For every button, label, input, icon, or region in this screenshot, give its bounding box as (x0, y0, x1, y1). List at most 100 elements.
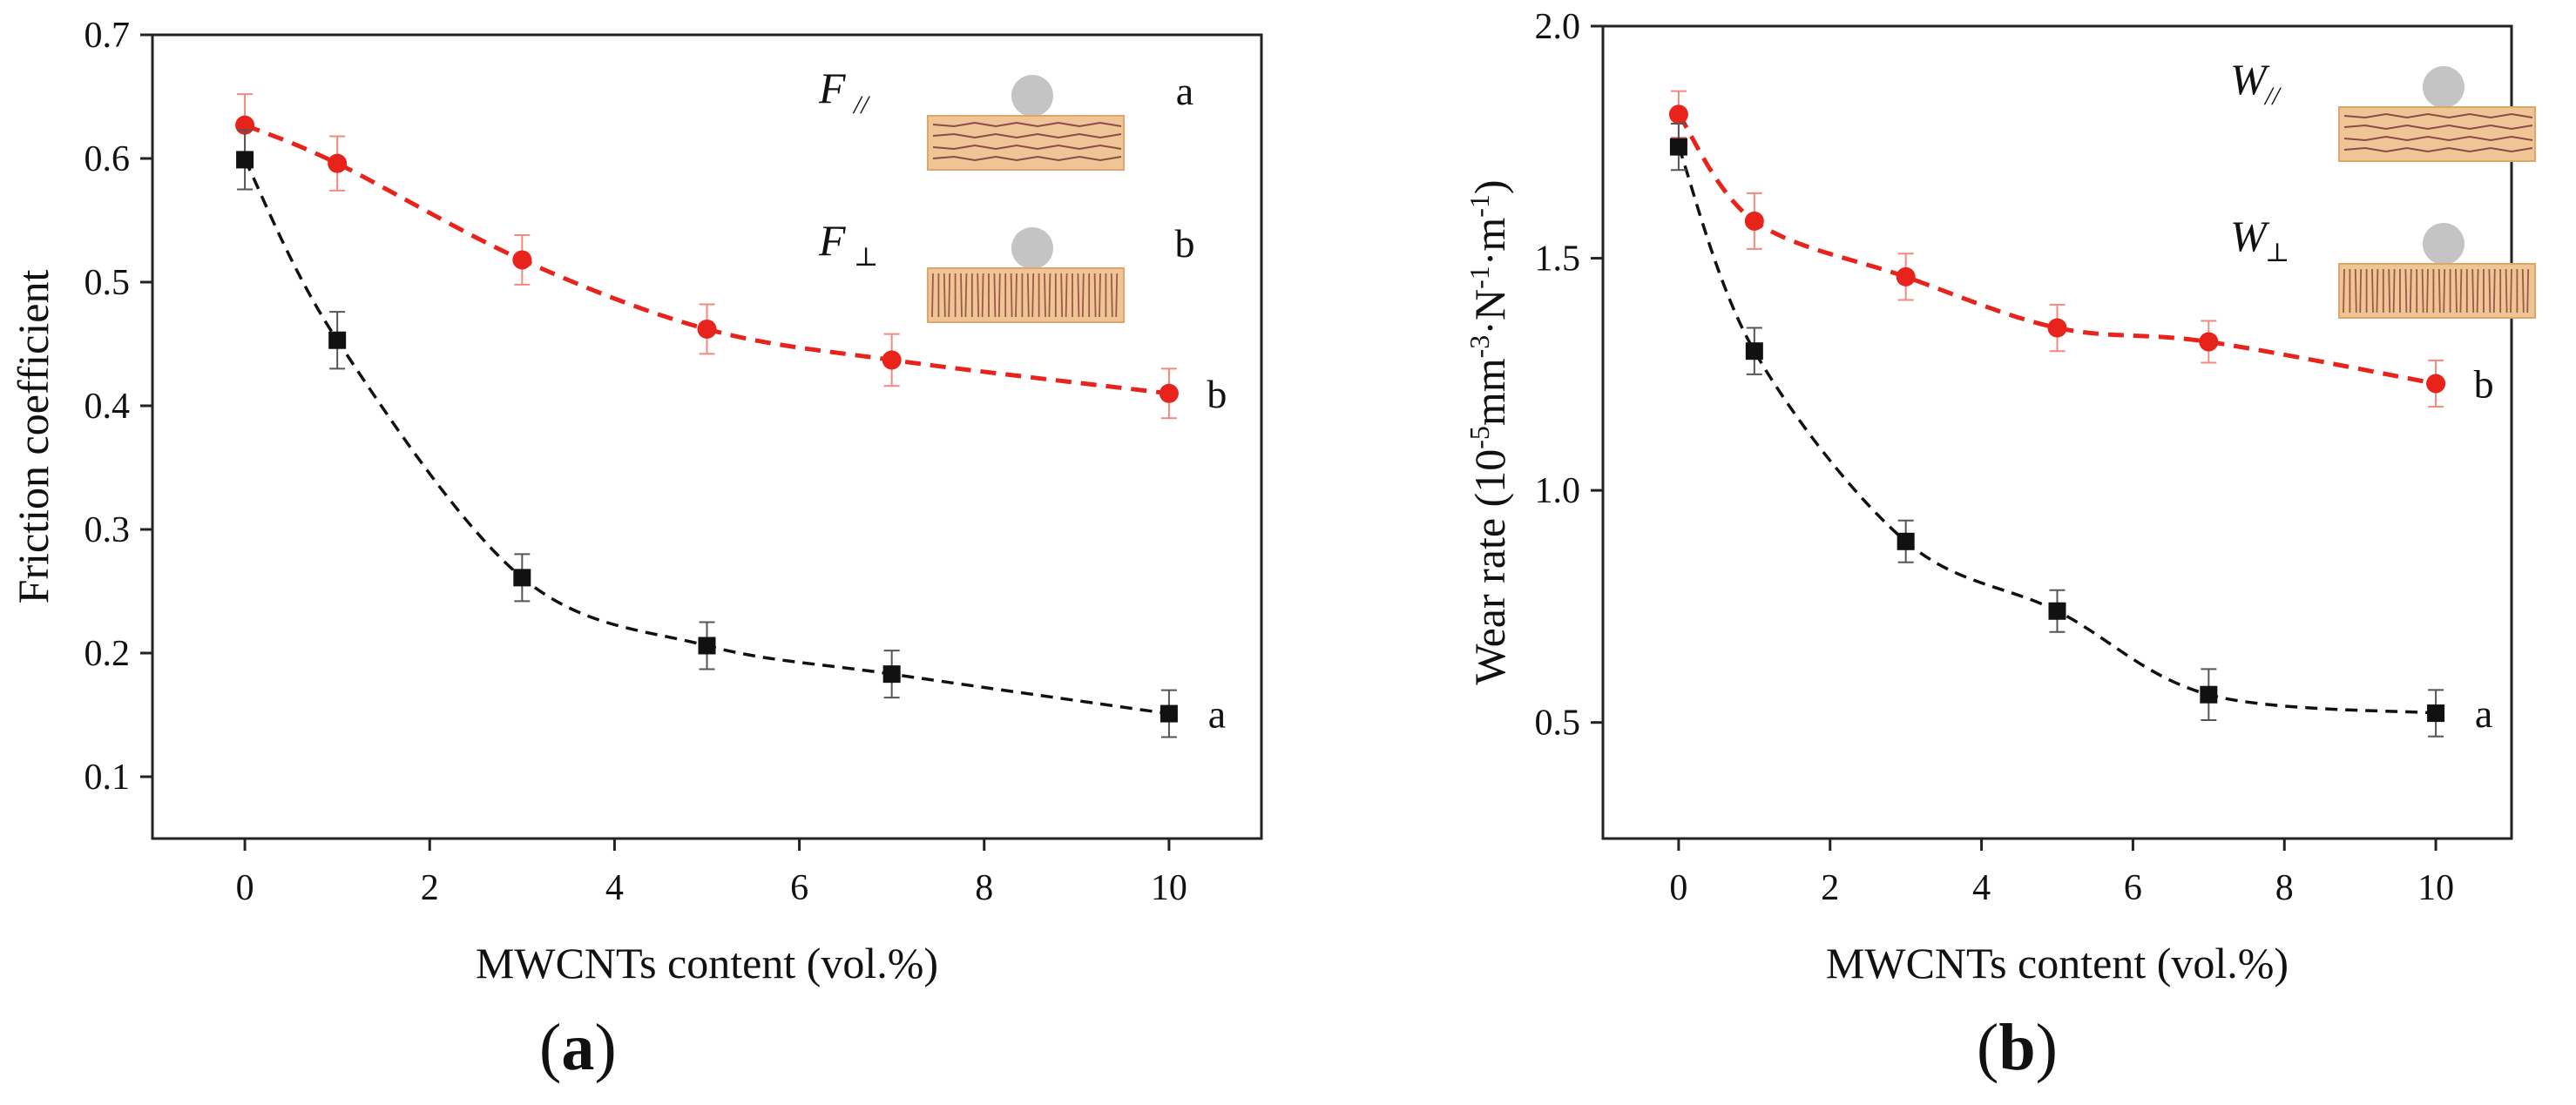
inset-a-fiber (932, 144, 1122, 151)
x-tick-label: 10 (2417, 868, 2454, 908)
y-tick-label: 0.7 (85, 16, 131, 56)
x-tick-label: 6 (2124, 868, 2142, 908)
inset-b-fiber (2392, 268, 2396, 313)
series-b-point (1744, 211, 1764, 231)
inset-a-fiber (2343, 135, 2533, 142)
inset-b-fiber (2510, 268, 2512, 313)
inset-b-fiber (993, 273, 997, 318)
plot-frame (151, 33, 1263, 840)
y-tick-label: 0.5 (85, 263, 131, 303)
series-b-point (512, 250, 532, 270)
inset-b-fiber (2388, 268, 2391, 313)
x-tick-label: 8 (975, 868, 993, 908)
caption-a-letter: a (561, 1011, 595, 1084)
inset-b-fiber (2526, 268, 2530, 313)
inset-b-ball (2423, 223, 2464, 265)
inset-b-fiber (2371, 268, 2374, 313)
inset-b-fiber (2505, 268, 2508, 313)
inset-b-fiber (2521, 268, 2525, 313)
series-a-point (513, 569, 531, 587)
series-a-end-label: a (1208, 692, 1226, 737)
inset-b-fiber (2437, 268, 2441, 313)
inset-a-label: a (1176, 69, 1193, 113)
plot-frame (1601, 24, 2513, 840)
inset-b-fiber (2471, 268, 2475, 313)
inset-b-fiber (931, 273, 934, 318)
inset-b-fiber (2492, 268, 2496, 313)
series-b-end-label: b (2474, 362, 2494, 407)
series-b-point (1159, 383, 1179, 403)
series-a-point (1160, 704, 1178, 723)
inset-a-fiber (932, 132, 1122, 139)
inset-b-symbol: W (2230, 212, 2270, 260)
series-a-point (2427, 704, 2445, 723)
y-tick-label: 0.5 (1535, 704, 1581, 744)
inset-b-fiber (2359, 268, 2363, 313)
x-axis-label: MWCNTs content (vol.%) (476, 939, 938, 987)
x-tick-label: 6 (790, 868, 808, 908)
series-a-point (2048, 602, 2066, 620)
inset-b-fiber (1010, 273, 1013, 318)
y-tick-label: 2.0 (1535, 7, 1581, 47)
x-tick-label: 8 (2275, 868, 2294, 908)
y-tick-label: 1.5 (1535, 239, 1581, 280)
inset-a-symbol: F (818, 64, 846, 112)
inset-b-fiber (1015, 273, 1018, 318)
inset-b-label: b (1175, 221, 1195, 266)
y-tick-label: 1.0 (1535, 471, 1581, 511)
inset-b-fiber (997, 273, 1001, 318)
inset-b-fiber (1081, 273, 1085, 318)
inset-a-ball (2423, 66, 2464, 108)
y-axis-label: Wear rate (10-5mm-3·N-1·m-1) (1464, 179, 1514, 684)
inset-b-fiber (1093, 273, 1097, 318)
x-tick-label: 4 (605, 868, 624, 908)
series-b-point (1896, 266, 1916, 286)
series-b-point (882, 350, 902, 370)
series-b-point (697, 319, 717, 339)
series-a-point (236, 151, 254, 169)
inset-b-fiber (1048, 273, 1051, 318)
inset-a-fiber (2343, 146, 2533, 153)
x-tick-label: 0 (1669, 868, 1687, 908)
inset-b-fiber (1115, 273, 1119, 318)
x-tick-label: 2 (421, 868, 439, 908)
x-tick-label: 4 (1972, 868, 1991, 908)
inset-b-fiber (2455, 268, 2458, 313)
series-b-point (2426, 374, 2446, 394)
y-tick-label: 0.1 (85, 758, 131, 798)
series-a-end-label: a (2475, 691, 2492, 736)
inset-b-fiber (2409, 268, 2412, 313)
caption-b-letter: b (1998, 1011, 2036, 1084)
panel-b-chart: 0 2 4 6 8 10 0.5 1.0 1.5 2.0 MWCNTs content (vol.%… (1464, 7, 2536, 987)
inset-b-fiber (943, 273, 946, 318)
y-tick-label: 0.2 (85, 634, 131, 674)
series-b-end-label: b (1207, 372, 1227, 416)
series-a-point (2200, 685, 2218, 704)
y-tick-label: 0.3 (85, 510, 131, 550)
inset-b-fiber (2459, 268, 2463, 313)
inset-b-fiber (1026, 273, 1030, 318)
inset-b-fiber (1031, 273, 1035, 318)
series-a-line (1677, 146, 2437, 715)
inset-b-fiber (2488, 268, 2491, 313)
panel-a-chart: 0 2 4 6 8 10 0.1 0.2 0.3 0.4 0.5 0.6 0.7 MWCNTs conte… (9, 16, 1263, 987)
inset-b-symbol: F (818, 216, 846, 265)
inset-a-fiber (2343, 112, 2533, 119)
inset-b-fiber (2426, 268, 2429, 313)
series-b-point (2047, 318, 2067, 338)
inset-b-subscript: ⊥ (854, 243, 878, 272)
y-tick-label: 0.6 (85, 139, 131, 179)
series-a-point (1745, 342, 1763, 360)
series-b-point (328, 153, 348, 173)
x-tick-label: 2 (1821, 868, 1839, 908)
inset-b-fiber (981, 273, 984, 318)
inset-b-fiber (964, 273, 968, 318)
inset-a-symbol: W (2230, 55, 2270, 104)
x-axis-label: MWCNTs content (vol.%) (1826, 939, 2289, 987)
y-tick-label: 0.4 (85, 387, 131, 427)
inset-a-fiber (932, 155, 1122, 162)
series-a-point (882, 665, 901, 684)
series-a-point (1669, 138, 1687, 156)
inset-b-ball (1011, 227, 1053, 269)
